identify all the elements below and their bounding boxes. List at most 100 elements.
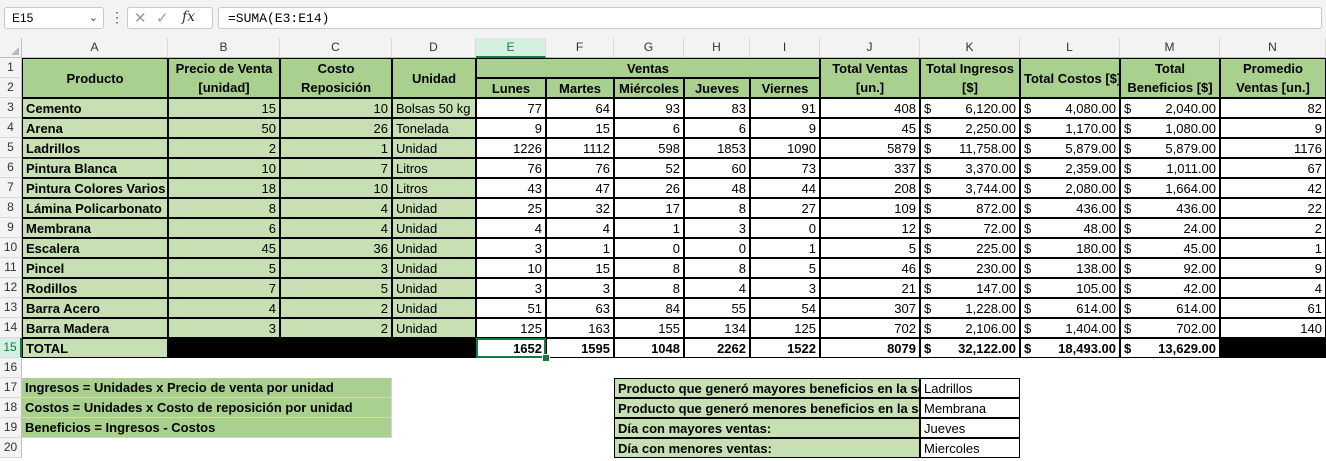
product-name[interactable]: Barra Acero — [22, 298, 168, 318]
promedio-value[interactable]: 9 — [1220, 258, 1326, 278]
ventas-value[interactable]: 1 — [614, 218, 684, 238]
product-precio[interactable]: 5 — [168, 258, 280, 278]
total-ingresos-value[interactable]: $230.00 — [920, 258, 1020, 278]
enter-icon[interactable]: ✓ — [156, 10, 169, 27]
ventas-value[interactable]: 8 — [684, 258, 750, 278]
total-ingresos-value[interactable]: $3,744.00 — [920, 178, 1020, 198]
insert-function-icon[interactable]: fx — [182, 9, 196, 25]
product-unidad[interactable]: Unidad — [392, 138, 476, 158]
total-costos-value[interactable]: $436.00 — [1020, 198, 1120, 218]
product-name[interactable]: Pincel — [22, 258, 168, 278]
total-ingresos-value[interactable]: $872.00 — [920, 198, 1020, 218]
column-header-i[interactable]: I — [750, 38, 820, 58]
header-total-ventas[interactable]: Total Ventas [un.] — [820, 58, 920, 98]
ventas-value[interactable]: 27 — [750, 198, 820, 218]
column-header-k[interactable]: K — [920, 38, 1020, 58]
product-precio[interactable]: 3 — [168, 318, 280, 338]
ventas-value[interactable]: 1090 — [750, 138, 820, 158]
ventas-value[interactable]: 15 — [546, 118, 614, 138]
product-precio[interactable]: 15 — [168, 98, 280, 118]
row-header-13[interactable]: 13 — [0, 298, 22, 318]
total-ingresos-value[interactable]: $225.00 — [920, 238, 1020, 258]
ventas-value[interactable]: 44 — [750, 178, 820, 198]
ventas-value[interactable]: 163 — [546, 318, 614, 338]
summary-label[interactable]: Día con menores ventas: — [614, 438, 920, 458]
promedio-value[interactable]: 2 — [1220, 218, 1326, 238]
product-unidad[interactable]: Unidad — [392, 218, 476, 238]
product-costo[interactable]: 2 — [280, 298, 392, 318]
ventas-value[interactable]: 125 — [476, 318, 546, 338]
row-header-12[interactable]: 12 — [0, 278, 22, 298]
column-header-a[interactable]: A — [22, 38, 168, 58]
total-ingresos-value[interactable]: $72.00 — [920, 218, 1020, 238]
ventas-value[interactable]: 598 — [614, 138, 684, 158]
total-costos-value[interactable]: $2,359.00 — [1020, 158, 1120, 178]
total-ingresos-value[interactable]: $1,228.00 — [920, 298, 1020, 318]
row-header-16[interactable]: 16 — [0, 358, 22, 378]
total-ingresos-value[interactable]: $11,758.00 — [920, 138, 1020, 158]
total-ventas-day[interactable]: 1048 — [614, 338, 684, 358]
total-ventas-day[interactable]: 1522 — [750, 338, 820, 358]
row-header-17[interactable]: 17 — [0, 378, 22, 398]
total-ingresos-value[interactable]: $2,106.00 — [920, 318, 1020, 338]
total-label[interactable]: TOTAL — [22, 338, 168, 358]
ventas-value[interactable]: 3 — [750, 278, 820, 298]
ventas-value[interactable]: 26 — [614, 178, 684, 198]
row-header-15[interactable]: 15 — [0, 338, 22, 358]
select-all-button[interactable] — [0, 38, 22, 58]
total-costos-value[interactable]: $5,879.00 — [1020, 138, 1120, 158]
total-ventas-value[interactable]: 46 — [820, 258, 920, 278]
total-costos-value[interactable]: $1,404.00 — [1020, 318, 1120, 338]
product-unidad[interactable]: Tonelada — [392, 118, 476, 138]
column-header-h[interactable]: H — [684, 38, 750, 58]
ventas-value[interactable]: 155 — [614, 318, 684, 338]
total-costos-value[interactable]: $2,080.00 — [1020, 178, 1120, 198]
product-name[interactable]: Membrana — [22, 218, 168, 238]
total-beneficios-value[interactable]: $2,040.00 — [1120, 98, 1220, 118]
total-ingresos-value[interactable]: $2,250.00 — [920, 118, 1020, 138]
column-header-e[interactable]: E — [476, 38, 546, 58]
ventas-value[interactable]: 73 — [750, 158, 820, 178]
total-ventas-sum[interactable]: 8079 — [820, 338, 920, 358]
promedio-value[interactable]: 9 — [1220, 118, 1326, 138]
product-precio[interactable]: 7 — [168, 278, 280, 298]
header-promedio-ventas[interactable]: Promedio Ventas [un.] — [1220, 58, 1326, 98]
ventas-value[interactable]: 3 — [546, 278, 614, 298]
ventas-value[interactable]: 54 — [750, 298, 820, 318]
row-header-9[interactable]: 9 — [0, 218, 22, 238]
header-total-ingresos[interactable]: Total Ingresos [$] — [920, 58, 1020, 98]
total-costos-value[interactable]: $4,080.00 — [1020, 98, 1120, 118]
total-beneficios-value[interactable]: $702.00 — [1120, 318, 1220, 338]
name-box[interactable]: E15 ⌄ — [4, 7, 104, 29]
ventas-value[interactable]: 15 — [546, 258, 614, 278]
total-ventas-value[interactable]: 5 — [820, 238, 920, 258]
row-header-10[interactable]: 10 — [0, 238, 22, 258]
ventas-value[interactable]: 25 — [476, 198, 546, 218]
more-options-icon[interactable]: ⋮ — [110, 9, 124, 25]
column-header-g[interactable]: G — [614, 38, 684, 58]
total-beneficios-value[interactable]: $1,011.00 — [1120, 158, 1220, 178]
note-text[interactable]: Beneficios = Ingresos - Costos — [22, 418, 392, 438]
header-day[interactable]: Viernes — [750, 78, 820, 98]
product-unidad[interactable]: Unidad — [392, 318, 476, 338]
note-text[interactable]: Ingresos = Unidades x Precio de venta po… — [22, 378, 392, 398]
chevron-down-icon[interactable]: ⌄ — [88, 12, 98, 24]
ventas-value[interactable]: 125 — [750, 318, 820, 338]
product-name[interactable]: Cemento — [22, 98, 168, 118]
summary-value[interactable]: Membrana — [920, 398, 1020, 418]
promedio-value[interactable]: 61 — [1220, 298, 1326, 318]
total-costos-value[interactable]: $138.00 — [1020, 258, 1120, 278]
promedio-value[interactable]: 82 — [1220, 98, 1326, 118]
promedio-value[interactable]: 67 — [1220, 158, 1326, 178]
ventas-value[interactable]: 3 — [684, 218, 750, 238]
product-name[interactable]: Pintura Blanca — [22, 158, 168, 178]
ventas-value[interactable]: 6 — [614, 118, 684, 138]
product-precio[interactable]: 8 — [168, 198, 280, 218]
product-unidad[interactable]: Unidad — [392, 278, 476, 298]
row-header-1[interactable]: 1 — [0, 58, 22, 78]
product-costo[interactable]: 10 — [280, 178, 392, 198]
product-precio[interactable]: 45 — [168, 238, 280, 258]
header-costo-reposicion[interactable]: Costo Reposición[unidad] — [280, 58, 392, 98]
total-ventas-value[interactable]: 5879 — [820, 138, 920, 158]
product-name[interactable]: Rodillos — [22, 278, 168, 298]
